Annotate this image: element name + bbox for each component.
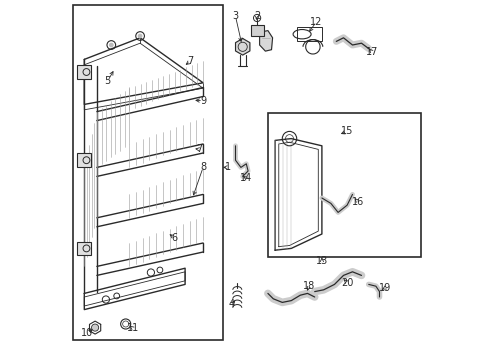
Circle shape [109,42,113,48]
Text: 7: 7 [196,144,202,154]
Text: 7: 7 [187,56,193,66]
Bar [296,27,321,41]
Text: 5: 5 [104,76,111,86]
Bar [77,242,91,255]
Text: 3: 3 [232,11,238,21]
Bar [77,153,91,167]
Bar [77,65,91,79]
Text: 9: 9 [200,96,206,106]
Text: 18: 18 [303,281,315,291]
Text: 1: 1 [225,162,231,172]
Text: 20: 20 [340,278,352,288]
Circle shape [91,324,99,331]
Bar [267,113,420,257]
Text: 11: 11 [126,323,139,333]
Bar [73,5,223,340]
Text: 19: 19 [378,283,390,293]
Text: 10: 10 [81,328,93,338]
Text: 15: 15 [340,126,352,136]
Text: 8: 8 [200,162,206,172]
Text: 14: 14 [240,173,252,183]
Polygon shape [235,39,249,55]
Polygon shape [259,31,272,51]
Text: 6: 6 [171,233,177,243]
Text: 16: 16 [351,197,363,207]
Text: 17: 17 [366,47,378,57]
Circle shape [138,33,142,39]
Polygon shape [275,139,321,250]
Text: 2: 2 [253,11,260,21]
Bar [250,25,263,36]
Text: 12: 12 [310,17,322,27]
Text: 4: 4 [228,299,234,309]
Text: 13: 13 [315,256,327,266]
